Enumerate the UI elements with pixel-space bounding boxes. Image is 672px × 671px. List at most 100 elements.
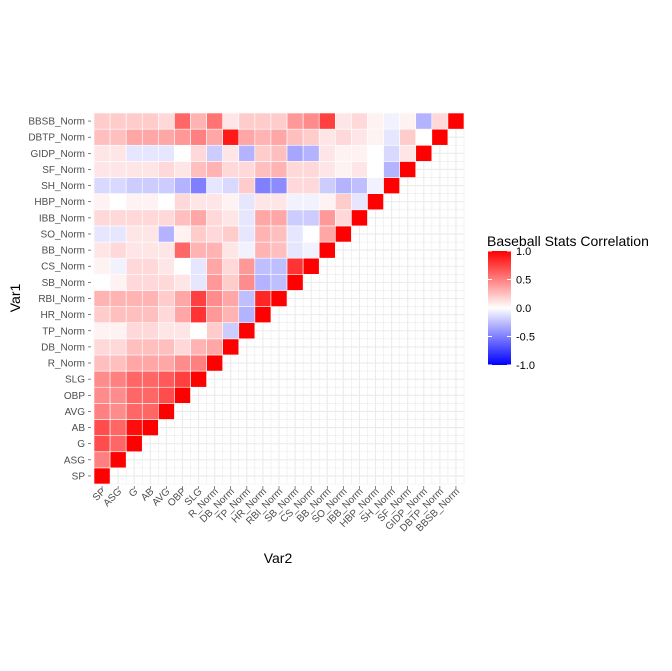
- y-tick-label: ASG: [64, 455, 85, 466]
- heatmap-cell-DBTP_Norm-DBTP_Norm: [431, 128, 449, 146]
- heatmap-cell-SH_Norm-OBP: [174, 177, 191, 194]
- heatmap-cell-AVG-ASG: [109, 403, 127, 420]
- legend-tick-label: 1.0: [516, 246, 531, 258]
- heatmap-cell-G-G: [125, 435, 143, 453]
- heatmap-cell-HBP_Norm-SO_Norm: [335, 193, 352, 211]
- heatmap-cell-BBSB_Norm-SB_Norm: [286, 112, 304, 130]
- heatmap-cell-SH_Norm-HBP_Norm: [367, 177, 384, 194]
- heatmap-cell-RBI_Norm-AVG: [158, 290, 175, 307]
- heatmap-cell-DBTP_Norm-G: [125, 128, 143, 146]
- heatmap-cell-TP_Norm-DB_Norm: [222, 322, 240, 340]
- heatmap-cell-HBP_Norm-RBI_Norm: [270, 193, 288, 211]
- heatmap-cell-BBSB_Norm-HBP_Norm: [367, 112, 384, 130]
- heatmap-cell-BB_Norm-RBI_Norm: [270, 241, 288, 259]
- heatmap-cell-SB_Norm-ASG: [109, 274, 127, 291]
- heatmap-cell-SB_Norm-AVG: [158, 274, 175, 291]
- heatmap-cell-SH_Norm-AB: [141, 177, 159, 194]
- heatmap-cell-SB_Norm-HR_Norm: [254, 274, 272, 291]
- heatmap-cell-SH_Norm-SH_Norm: [383, 177, 400, 194]
- heatmap-cell-HBP_Norm-IBB_Norm: [351, 193, 368, 211]
- heatmap-cell-IBB_Norm-RBI_Norm: [270, 209, 288, 227]
- heatmap-cell-TP_Norm-OBP: [174, 322, 191, 340]
- legend-tick-label: -0.5: [516, 332, 535, 344]
- heatmap-cell-R_Norm-ASG: [109, 354, 127, 372]
- heatmap-cell-IBB_Norm-ASG: [109, 209, 127, 227]
- heatmap-cell-SF_Norm-G: [125, 161, 143, 178]
- heatmap-cell-BB_Norm-DB_Norm: [222, 241, 240, 259]
- heatmap-cell-AB-G: [125, 419, 143, 436]
- y-tick-label: DB_Norm: [41, 342, 85, 353]
- heatmap-cell-SF_Norm-BB_Norm: [318, 161, 336, 178]
- heatmap-cell-HBP_Norm-HBP_Norm: [367, 193, 384, 211]
- y-tick-labels: SP ASG G AB AVG OBP SLG R_Norm DB_Norm TP_Norm HR_…: [28, 117, 91, 482]
- heatmap-cell-DBTP_Norm-R_Norm: [206, 128, 223, 146]
- heatmap-cell-SB_Norm-AB: [141, 274, 159, 291]
- heatmap-cell-SLG-OBP: [174, 370, 191, 388]
- heatmap-cell-DBTP_Norm-IBB_Norm: [351, 128, 368, 146]
- y-tick-label: RBI_Norm: [38, 294, 85, 305]
- heatmap-cell-BB_Norm-OBP: [174, 241, 191, 259]
- heatmap-cell-HBP_Norm-TP_Norm: [238, 193, 256, 211]
- heatmap-cell-SO_Norm-SB_Norm: [286, 225, 304, 243]
- heatmap-cell-BB_Norm-CS_Norm: [302, 241, 320, 259]
- heatmap-cell-BBSB_Norm-ASG: [109, 112, 127, 130]
- heatmap-cell-IBB_Norm-OBP: [174, 209, 191, 227]
- y-tick-label: SO_Norm: [41, 229, 85, 240]
- heatmap-cell-BB_Norm-HR_Norm: [254, 241, 272, 259]
- heatmap-cell-BBSB_Norm-TP_Norm: [238, 112, 256, 130]
- heatmap-cell-SF_Norm-R_Norm: [206, 161, 223, 178]
- heatmap-cell-SB_Norm-SB_Norm: [286, 274, 304, 291]
- heatmap-cell-GIDP_Norm-SO_Norm: [335, 144, 352, 162]
- heatmap-cell-GIDP_Norm-TP_Norm: [238, 144, 256, 162]
- heatmap-cell-SF_Norm-TP_Norm: [238, 161, 256, 178]
- heatmap-cell-HBP_Norm-AVG: [158, 193, 175, 211]
- heatmap-cell-SO_Norm-AB: [141, 225, 159, 243]
- heatmap-cell-GIDP_Norm-R_Norm: [206, 144, 223, 162]
- heatmap-cell-SF_Norm-CS_Norm: [302, 161, 320, 178]
- y-tick-label: HBP_Norm: [34, 197, 85, 208]
- heatmap-cell-DB_Norm-OBP: [174, 338, 191, 356]
- x-tick-label: ASG: [102, 486, 125, 509]
- heatmap-cell-HBP_Norm-SP: [93, 193, 111, 211]
- heatmap-cell-BB_Norm-BB_Norm: [318, 241, 336, 259]
- heatmap-cell-RBI_Norm-HR_Norm: [254, 290, 272, 307]
- heatmap-cell-SO_Norm-DB_Norm: [222, 225, 240, 243]
- heatmap-cell-SF_Norm-SF_Norm: [399, 161, 417, 178]
- y-tick-label: SP: [72, 471, 86, 482]
- heatmap-cell-TP_Norm-G: [125, 322, 143, 340]
- heatmap-cell-BBSB_Norm-SLG: [190, 112, 207, 130]
- heatmap-cell-SH_Norm-G: [125, 177, 143, 194]
- heatmap-cell-GIDP_Norm-SLG: [190, 144, 207, 162]
- heatmap-cell-GIDP_Norm-CS_Norm: [302, 144, 320, 162]
- heatmap-cell-OBP-SP: [93, 386, 111, 404]
- heatmap-cell-CS_Norm-CS_Norm: [302, 257, 320, 275]
- heatmap-cell-BBSB_Norm-HR_Norm: [254, 112, 272, 130]
- heatmap-cell-HBP_Norm-CS_Norm: [302, 193, 320, 211]
- heatmap-cell-SH_Norm-TP_Norm: [238, 177, 256, 194]
- heatmap-cell-HBP_Norm-OBP: [174, 193, 191, 211]
- heatmap-cell-RBI_Norm-RBI_Norm: [270, 290, 288, 307]
- heatmap-cell-AB-ASG: [109, 419, 127, 436]
- y-tick-label: BBSB_Norm: [28, 117, 85, 128]
- y-tick-label: GIDP_Norm: [31, 149, 85, 160]
- heatmap-cell-IBB_Norm-R_Norm: [206, 209, 223, 227]
- heatmap-cell-TP_Norm-ASG: [109, 322, 127, 340]
- heatmap-cell-DBTP_Norm-GIDP_Norm: [415, 128, 433, 146]
- heatmap-cell-SH_Norm-SO_Norm: [335, 177, 352, 194]
- heatmap-cell-DBTP_Norm-TP_Norm: [238, 128, 256, 146]
- heatmap-cell-IBB_Norm-HR_Norm: [254, 209, 272, 227]
- heatmap-cell-CS_Norm-SB_Norm: [286, 257, 304, 275]
- heatmap-cell-HR_Norm-TP_Norm: [238, 306, 256, 323]
- heatmap-cell-SF_Norm-IBB_Norm: [351, 161, 368, 178]
- heatmap-cell-SB_Norm-DB_Norm: [222, 274, 240, 291]
- heatmap-cell-SH_Norm-SP: [93, 177, 111, 194]
- heatmap-cell-BBSB_Norm-DB_Norm: [222, 112, 240, 130]
- heatmap-cell-OBP-ASG: [109, 386, 127, 404]
- heatmap-cell-CS_Norm-OBP: [174, 257, 191, 275]
- heatmap-cell-CS_Norm-ASG: [109, 257, 127, 275]
- heatmap-cell-CS_Norm-SP: [93, 257, 111, 275]
- heatmap-cell-SF_Norm-SH_Norm: [383, 161, 400, 178]
- heatmap-cell-HR_Norm-G: [125, 306, 143, 323]
- heatmap-cell-SH_Norm-ASG: [109, 177, 127, 194]
- heatmap-cell-CS_Norm-DB_Norm: [222, 257, 240, 275]
